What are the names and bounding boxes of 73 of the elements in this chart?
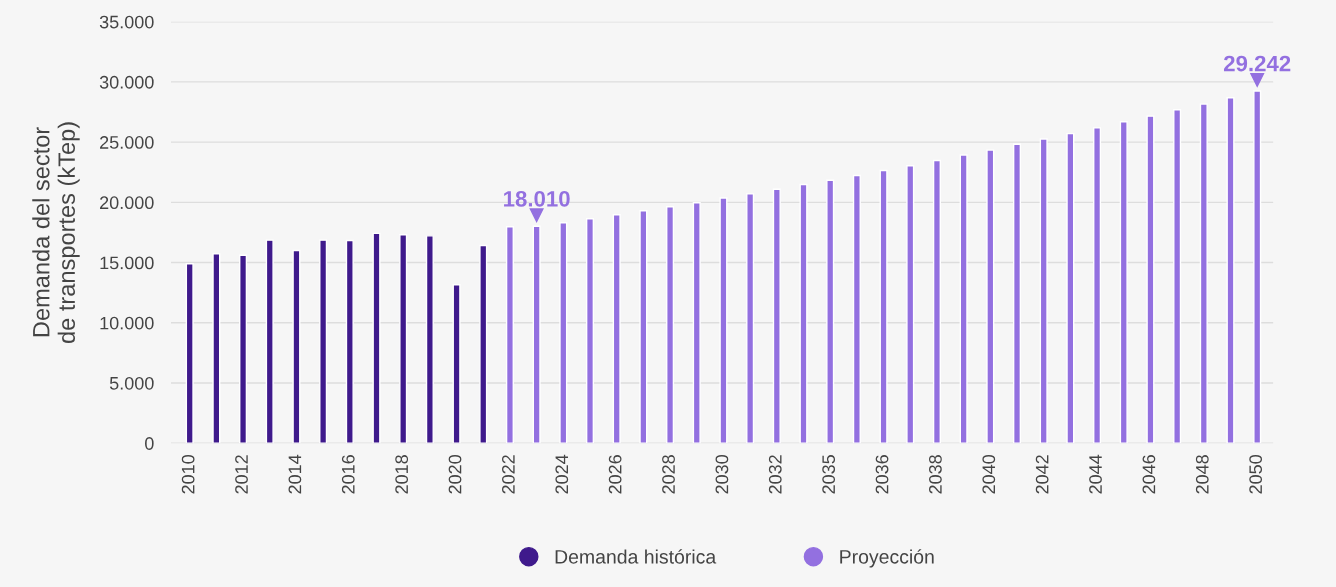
bar [1146, 115, 1155, 444]
x-tick-label: 2030 [715, 455, 729, 494]
bar [826, 179, 835, 444]
data-label: 18.010 [504, 190, 570, 207]
bar [1226, 97, 1235, 444]
data-label: 29.242 [1223, 55, 1291, 72]
x-tick-label: 2020 [448, 455, 462, 494]
x-tick-label: 2040 [982, 455, 996, 494]
y-axis-title: Demanda del sector de transportes (kTep) [32, 122, 80, 343]
bar [345, 239, 354, 444]
x-tick-label: 2010 [181, 455, 195, 494]
x-tick-label: 2016 [341, 455, 355, 494]
bar [1199, 103, 1208, 444]
bar [906, 165, 915, 444]
bar [479, 244, 488, 444]
bar [1066, 132, 1075, 444]
y-tick-label: 35.000 [99, 15, 154, 29]
y-tick-label: 20.000 [100, 196, 154, 210]
bar [959, 154, 968, 444]
bar [239, 254, 248, 444]
y-tick-label: 30.000 [99, 75, 154, 89]
bar [1093, 127, 1102, 444]
bar [1173, 109, 1182, 444]
bar [986, 149, 995, 444]
bar [399, 234, 408, 444]
bar [559, 222, 568, 444]
x-tick-label: 2048 [1195, 455, 1209, 494]
x-tick-label: 2014 [288, 454, 302, 494]
bar [212, 253, 221, 444]
bar [799, 183, 808, 444]
y-tick-label: 5.000 [109, 376, 154, 390]
bar [265, 239, 274, 444]
legend-label: Demanda histórica [555, 549, 717, 564]
x-tick-label: 2018 [395, 455, 409, 494]
legend-label: Proyección [840, 549, 934, 568]
bar [319, 239, 328, 444]
y-tick-label: 25.000 [100, 136, 154, 149]
bar [185, 263, 194, 444]
bar [452, 284, 461, 444]
bar [932, 159, 941, 444]
x-tick-label: 2036 [875, 455, 889, 494]
bar [372, 232, 381, 444]
bar [1039, 138, 1048, 444]
bar [746, 193, 755, 444]
bar [1012, 143, 1022, 444]
bar [585, 218, 595, 444]
bar [666, 205, 675, 444]
x-tick-label: 2028 [662, 455, 675, 494]
x-tick-label: 2042 [1035, 455, 1049, 494]
y-tick-label: 10.000 [100, 316, 154, 330]
x-tick-label: 2046 [1142, 455, 1156, 494]
x-tick-label: 2035 [822, 455, 836, 494]
bar [612, 214, 621, 444]
y-tick-label: 15.000 [100, 256, 154, 270]
x-tick-label: 2038 [929, 455, 942, 494]
x-tick-label: 2022 [502, 455, 515, 494]
x-tick-label: 2026 [608, 455, 622, 494]
bar [772, 188, 781, 444]
bar [425, 235, 434, 444]
x-tick-label: 2024 [555, 454, 569, 494]
x-tick-label: 2050 [1249, 455, 1263, 494]
bar [719, 197, 728, 444]
x-tick-label: 2012 [235, 455, 248, 494]
bar [852, 174, 861, 444]
bar [292, 249, 301, 444]
bar [879, 169, 888, 444]
bar [639, 210, 648, 444]
bar [1119, 121, 1128, 444]
x-tick-label: 2044 [1089, 454, 1102, 494]
bar [692, 202, 701, 444]
y-tick-label: 0 [145, 437, 154, 450]
x-tick-label: 2032 [768, 455, 782, 494]
bar [505, 226, 514, 444]
